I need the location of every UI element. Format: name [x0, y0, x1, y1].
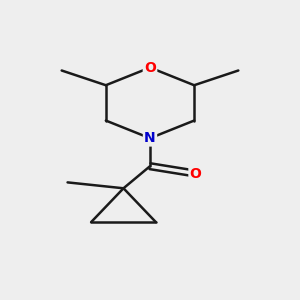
Text: O: O [190, 167, 202, 181]
Text: N: N [144, 131, 156, 145]
Text: O: O [144, 61, 156, 75]
